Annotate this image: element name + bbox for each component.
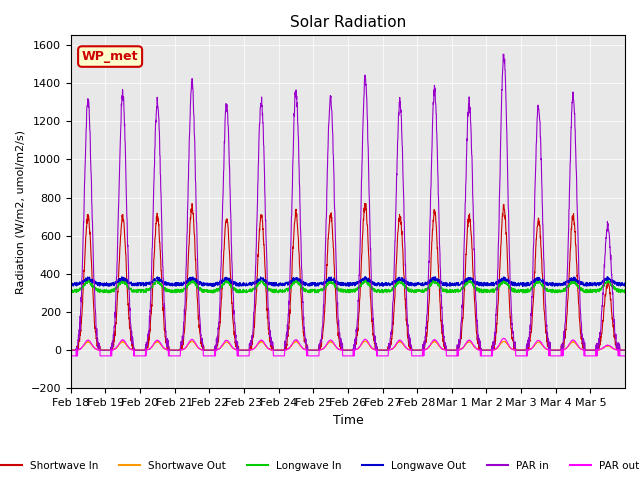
X-axis label: Time: Time bbox=[333, 414, 364, 427]
Y-axis label: Radiation (W/m2, umol/m2/s): Radiation (W/m2, umol/m2/s) bbox=[15, 130, 25, 294]
Title: Solar Radiation: Solar Radiation bbox=[290, 15, 406, 30]
Legend: Shortwave In, Shortwave Out, Longwave In, Longwave Out, PAR in, PAR out: Shortwave In, Shortwave Out, Longwave In… bbox=[0, 456, 640, 475]
Text: WP_met: WP_met bbox=[82, 50, 138, 63]
